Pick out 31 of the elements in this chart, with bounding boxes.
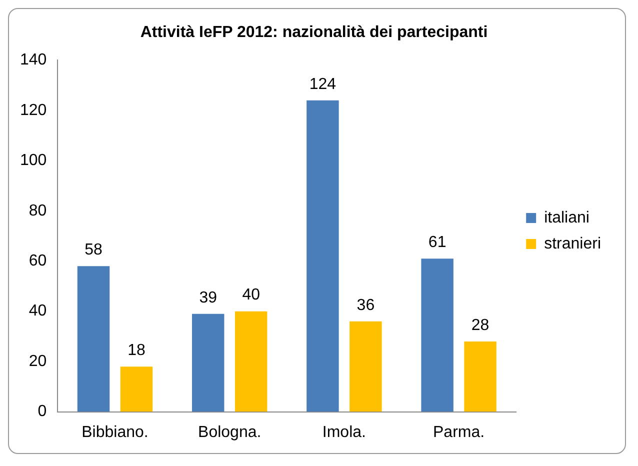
legend-label: stranieri — [544, 235, 601, 252]
bar — [350, 321, 382, 412]
y-tick-label: 120 — [20, 102, 47, 119]
y-tick-label: 20 — [28, 352, 47, 370]
data-label: 58 — [84, 242, 103, 259]
x-tick-label: Parma. — [433, 424, 485, 441]
bar — [464, 341, 496, 412]
data-label: 36 — [356, 296, 375, 314]
data-label: 18 — [128, 342, 146, 359]
y-tick-label: 40 — [28, 302, 47, 320]
data-label: 28 — [471, 316, 490, 334]
x-tick-label: Imola. — [322, 424, 366, 441]
y-tick-label: 100 — [20, 152, 47, 170]
data-label: 61 — [428, 234, 446, 252]
bar — [77, 266, 110, 412]
bar — [421, 258, 454, 412]
data-label: 124 — [309, 76, 336, 93]
x-tick-label: Bibbiano. — [82, 424, 148, 441]
y-tick-label: 60 — [28, 252, 47, 270]
x-tick-label: Bologna. — [198, 424, 262, 441]
chart-title: Attività IeFP 2012: nazionalità dei partecipanti — [140, 24, 488, 42]
data-label: 40 — [242, 286, 260, 304]
bar — [120, 366, 153, 412]
bar — [192, 314, 224, 412]
y-tick-label: 0 — [38, 403, 47, 420]
legend-label: italiani — [544, 209, 590, 226]
bar — [234, 311, 268, 412]
bar — [306, 100, 339, 412]
y-tick-label: 80 — [28, 202, 47, 220]
y-tick-label: 140 — [20, 52, 47, 69]
data-label: 39 — [199, 289, 218, 306]
